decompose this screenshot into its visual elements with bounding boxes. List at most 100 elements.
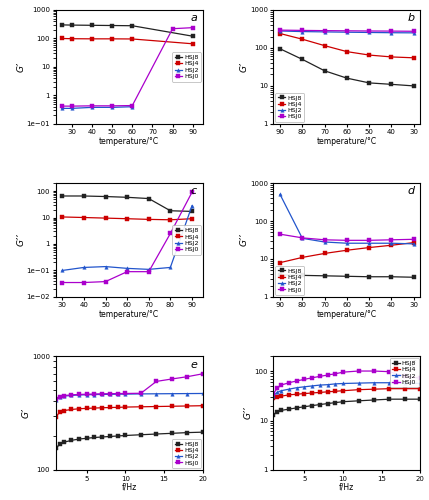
- HSJ2: [69, 392, 74, 398]
- HSJ0: [389, 237, 394, 243]
- Line: HSJ2: HSJ2: [60, 105, 134, 110]
- Line: HSJ4: HSJ4: [278, 241, 415, 264]
- HSJ4: [286, 392, 291, 398]
- HSJ2: [302, 384, 307, 390]
- Line: HSJ8: HSJ8: [54, 430, 205, 450]
- HSJ4: [278, 393, 284, 399]
- HSJ4: [60, 214, 65, 220]
- Line: HSJ0: HSJ0: [60, 190, 194, 284]
- HSJ8: [109, 22, 115, 28]
- HSJ2: [341, 380, 346, 386]
- HSJ4: [59, 36, 64, 42]
- Text: d: d: [408, 186, 414, 196]
- HSJ4: [402, 386, 408, 392]
- HSJ8: [322, 68, 327, 74]
- HSJ4: [57, 410, 62, 416]
- Legend: HSJ8, HSJ4, HSJ2, HSJ0: HSJ8, HSJ4, HSJ2, HSJ0: [275, 266, 304, 295]
- Line: HSJ0: HSJ0: [60, 26, 194, 108]
- HSJ8: [190, 208, 195, 214]
- HSJ0: [190, 189, 195, 195]
- HSJ2: [60, 268, 65, 274]
- HSJ2: [278, 192, 283, 198]
- HSJ0: [69, 392, 74, 398]
- HSJ8: [294, 405, 299, 411]
- HSJ4: [169, 403, 175, 409]
- HSJ0: [100, 391, 105, 397]
- HSJ0: [411, 236, 416, 242]
- HSJ0: [278, 231, 283, 237]
- Y-axis label: G’’: G’’: [244, 406, 253, 420]
- HSJ8: [278, 272, 283, 278]
- Y-axis label: G’: G’: [16, 62, 25, 72]
- HSJ2: [115, 391, 120, 397]
- Y-axis label: G’’: G’’: [16, 234, 25, 246]
- HSJ0: [107, 390, 112, 396]
- HSJ4: [107, 404, 112, 410]
- HSJ2: [278, 388, 284, 394]
- Line: HSJ2: HSJ2: [278, 29, 415, 34]
- HSJ0: [138, 390, 143, 396]
- HSJ0: [200, 371, 205, 377]
- HSJ4: [322, 250, 327, 256]
- HSJ8: [200, 429, 205, 435]
- HSJ8: [325, 400, 330, 406]
- HSJ4: [84, 406, 89, 411]
- HSJ8: [90, 22, 95, 28]
- HSJ0: [103, 278, 108, 284]
- HSJ2: [107, 392, 112, 398]
- X-axis label: temperature/°C: temperature/°C: [317, 137, 377, 146]
- HSJ4: [278, 30, 283, 36]
- HSJ4: [302, 390, 307, 396]
- HSJ2: [59, 106, 64, 112]
- Legend: HSJ8, HSJ4, HSJ2, HSJ0: HSJ8, HSJ4, HSJ2, HSJ0: [275, 92, 304, 122]
- HSJ0: [109, 103, 115, 109]
- HSJ2: [92, 392, 97, 398]
- HSJ8: [100, 434, 105, 440]
- HSJ2: [185, 390, 190, 396]
- HSJ4: [69, 36, 75, 42]
- HSJ4: [185, 403, 190, 409]
- HSJ0: [185, 374, 190, 380]
- HSJ2: [271, 392, 276, 398]
- HSJ0: [278, 27, 283, 33]
- HSJ0: [130, 102, 135, 108]
- HSJ2: [61, 393, 66, 399]
- HSJ4: [317, 390, 322, 396]
- HSJ4: [300, 254, 305, 260]
- HSJ0: [84, 391, 89, 397]
- Line: HSJ0: HSJ0: [54, 372, 205, 401]
- HSJ8: [300, 272, 305, 278]
- HSJ4: [309, 390, 314, 396]
- HSJ0: [168, 230, 173, 236]
- X-axis label: f/Hz: f/Hz: [122, 483, 137, 492]
- HSJ2: [367, 240, 372, 246]
- HSJ4: [275, 394, 280, 400]
- HSJ0: [344, 238, 350, 244]
- HSJ0: [322, 28, 327, 34]
- Line: HSJ4: HSJ4: [54, 404, 205, 418]
- HSJ4: [356, 386, 361, 392]
- HSJ2: [123, 391, 128, 397]
- HSJ4: [367, 52, 372, 58]
- HSJ2: [367, 30, 372, 36]
- Line: HSJ0: HSJ0: [272, 370, 422, 396]
- Text: b: b: [408, 14, 414, 24]
- HSJ8: [344, 274, 350, 280]
- HSJ2: [53, 396, 58, 402]
- Y-axis label: G’’: G’’: [239, 234, 248, 246]
- HSJ4: [154, 404, 159, 409]
- HSJ8: [389, 274, 394, 280]
- HSJ4: [123, 404, 128, 410]
- HSJ0: [322, 237, 327, 243]
- HSJ0: [418, 375, 423, 381]
- HSJ2: [344, 29, 350, 35]
- HSJ4: [69, 406, 74, 412]
- Line: HSJ8: HSJ8: [60, 23, 194, 38]
- Legend: HSJ8, HSJ4, HSJ2, HSJ0: HSJ8, HSJ4, HSJ2, HSJ0: [172, 52, 201, 82]
- HSJ2: [322, 29, 327, 35]
- HSJ2: [76, 392, 82, 398]
- HSJ8: [76, 436, 82, 442]
- HSJ8: [341, 398, 346, 404]
- Y-axis label: G’: G’: [239, 62, 248, 72]
- HSJ4: [76, 406, 82, 412]
